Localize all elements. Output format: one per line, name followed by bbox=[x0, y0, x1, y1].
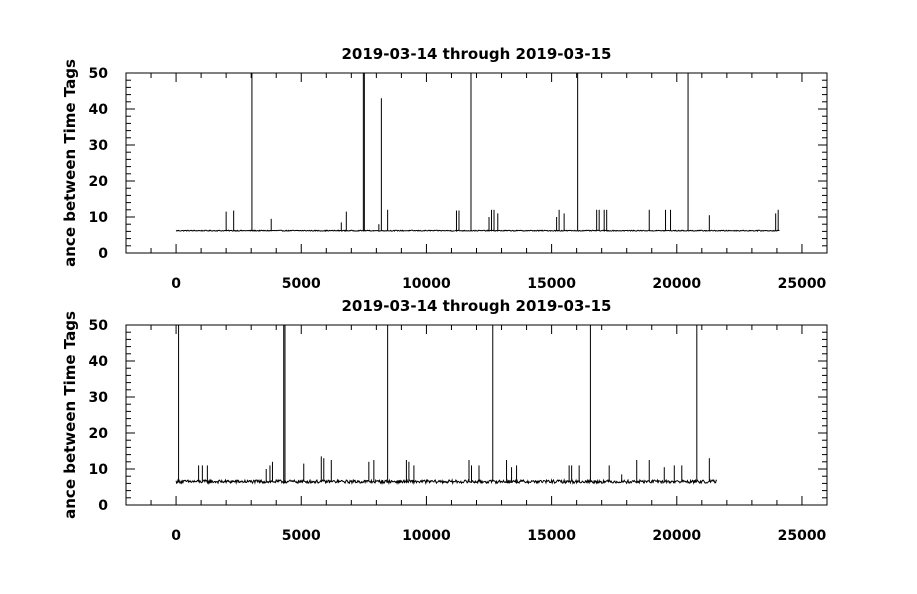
y-tick-label: 10 bbox=[89, 462, 109, 478]
x-tick-label: 0 bbox=[171, 276, 181, 292]
y-tick-label: 10 bbox=[89, 210, 109, 226]
plot-frame bbox=[125, 324, 828, 506]
x-tick-label: 15000 bbox=[527, 528, 576, 544]
y-tick-label: 40 bbox=[89, 102, 109, 118]
y-axis-label: ance between Time Tags bbox=[61, 59, 79, 267]
x-tick-label: 20000 bbox=[652, 528, 701, 544]
chart-panel-1: 2019-03-14 through 2019-03-15 ance betwee… bbox=[61, 45, 828, 292]
x-tick-label: 25000 bbox=[778, 276, 827, 292]
x-tick-label: 5000 bbox=[282, 528, 321, 544]
y-axis-label: ance between Time Tags bbox=[61, 311, 79, 519]
chart-title: 2019-03-14 through 2019-03-15 bbox=[342, 45, 612, 63]
x-tick-label: 0 bbox=[171, 528, 181, 544]
chart-panel-2: 2019-03-14 through 2019-03-15 ance betwee… bbox=[61, 297, 828, 544]
y-tick-label: 30 bbox=[89, 138, 109, 154]
x-tick-label: 10000 bbox=[402, 528, 451, 544]
series-line bbox=[175, 478, 718, 486]
x-tick-label: 15000 bbox=[527, 276, 576, 292]
x-tick-label: 20000 bbox=[652, 276, 701, 292]
y-tick-label: 50 bbox=[89, 66, 109, 82]
x-tick-label: 25000 bbox=[778, 528, 827, 544]
series-line bbox=[175, 229, 780, 232]
y-tick-label: 20 bbox=[89, 426, 109, 442]
y-tick-label: 40 bbox=[89, 354, 109, 370]
y-tick-label: 20 bbox=[89, 174, 109, 190]
y-tick-label: 0 bbox=[98, 246, 108, 262]
plot-frame bbox=[125, 72, 828, 254]
y-tick-label: 50 bbox=[89, 318, 109, 334]
x-tick-label: 5000 bbox=[282, 276, 321, 292]
y-tick-label: 30 bbox=[89, 390, 109, 406]
chart-title: 2019-03-14 through 2019-03-15 bbox=[342, 297, 612, 315]
y-tick-label: 0 bbox=[98, 498, 108, 514]
x-tick-label: 10000 bbox=[402, 276, 451, 292]
